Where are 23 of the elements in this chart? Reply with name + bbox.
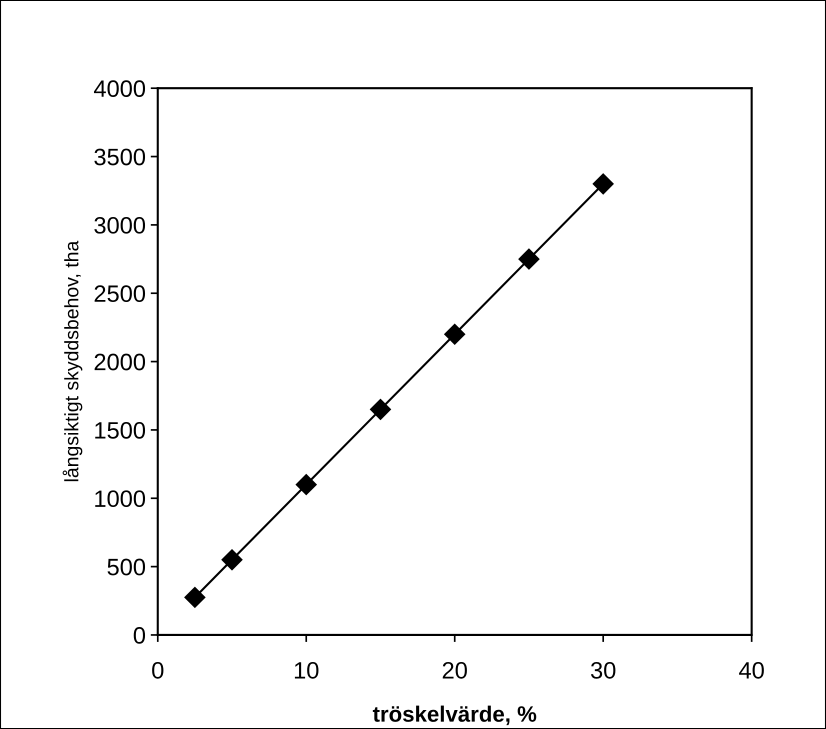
y-tick-label: 4000 [94,80,146,97]
point [370,398,391,420]
point [221,549,243,570]
point [184,586,206,608]
y-axis-title: långsiktigt skyddsbehov, tha [62,240,82,482]
y-tick-label: 0 [134,627,146,644]
point [296,474,317,496]
y-tick-label: 2000 [94,354,146,370]
x-axis-title: tröskelvärde, % [372,706,536,726]
point [444,324,466,345]
point [592,173,614,194]
y-tick-label: 2500 [94,285,146,302]
y-tick-label: 500 [108,558,146,576]
x-tick-label: 40 [739,662,764,679]
y-tick-label: 1000 [95,490,146,508]
y-tick-label: 3500 [94,148,146,166]
x-tick-label: 0 [152,662,164,679]
y-tick-label: 1500 [95,422,146,439]
point [518,248,540,270]
y-tick-label: 3000 [94,216,146,234]
x-tick-label: 30 [590,662,616,679]
x-tick-label: 20 [442,662,467,679]
x-tick-label: 10 [294,662,318,679]
